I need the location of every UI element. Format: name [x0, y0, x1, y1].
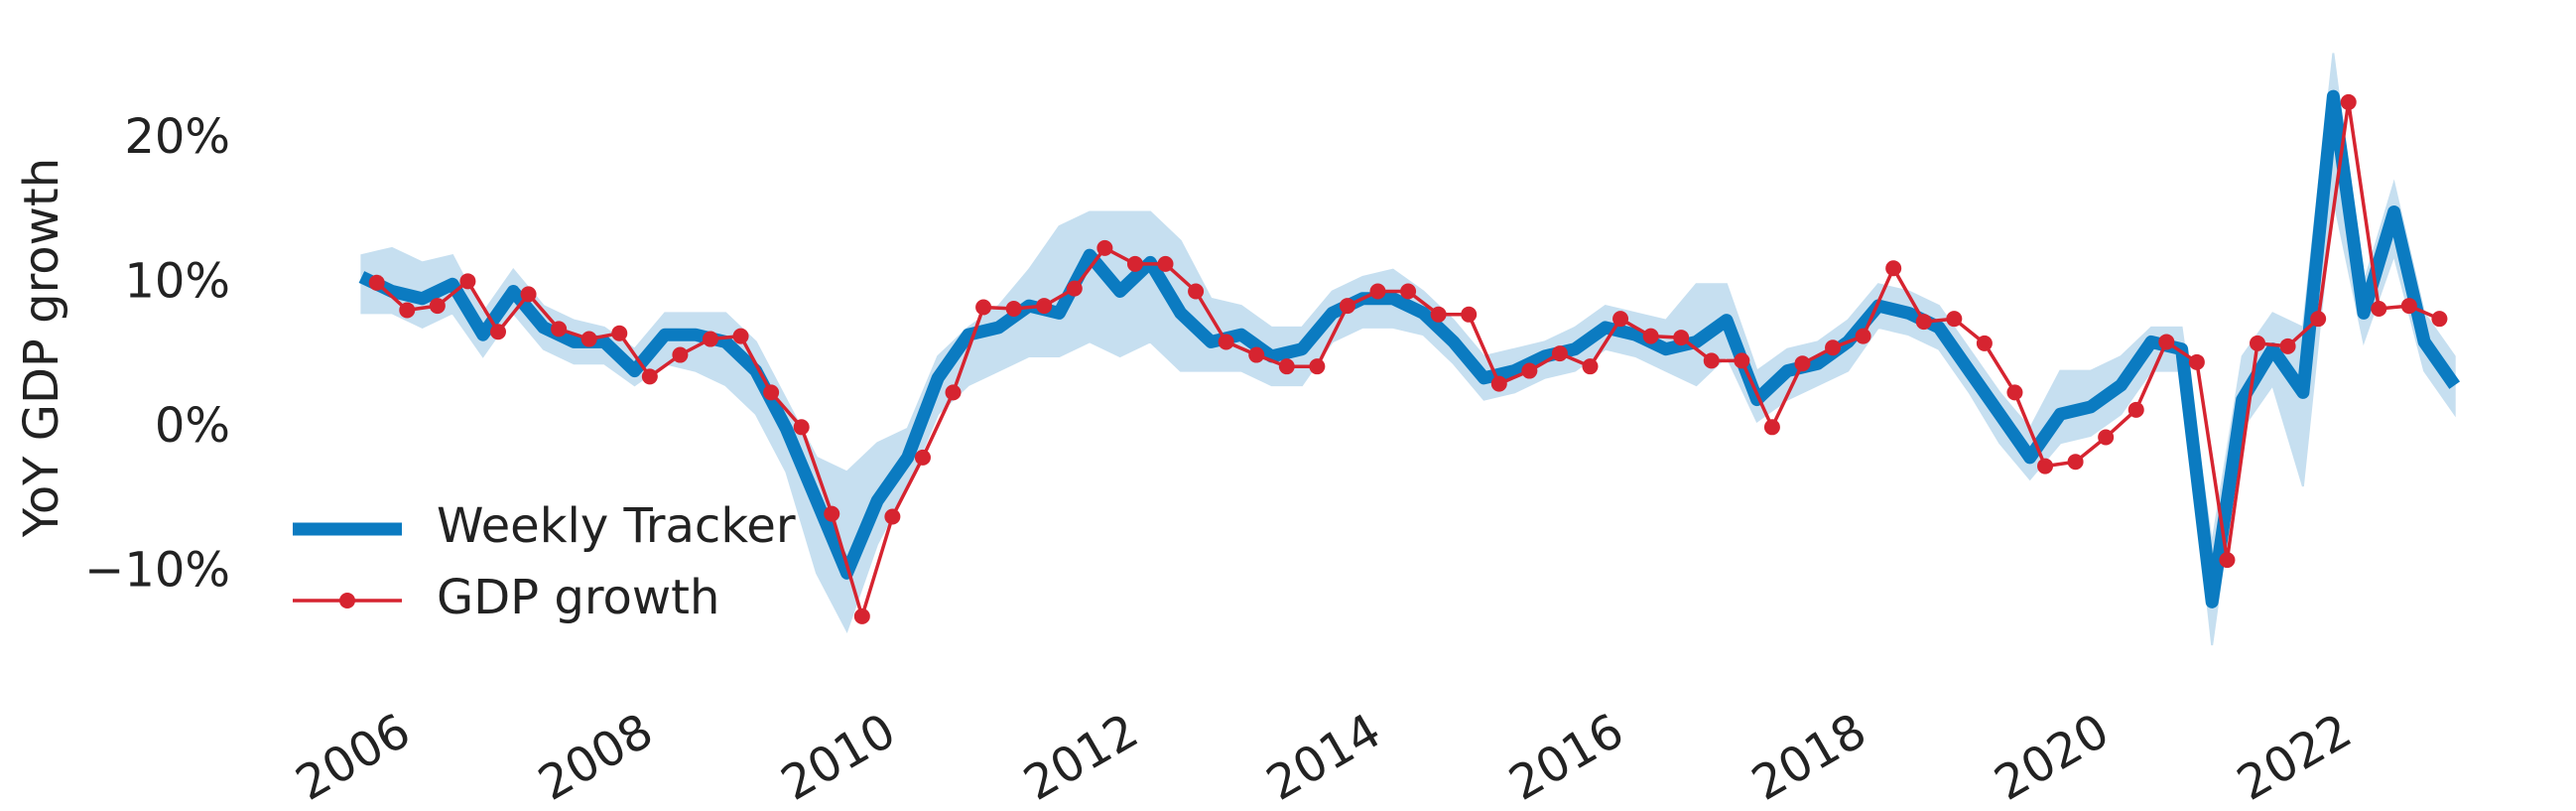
point — [1521, 362, 1538, 379]
point — [2400, 298, 2417, 315]
point — [1885, 260, 1902, 277]
point — [1096, 239, 1113, 256]
x-tick-label: 2016 — [1500, 703, 1633, 811]
point — [2250, 335, 2266, 351]
point — [1309, 358, 1326, 375]
point — [732, 328, 749, 344]
point — [2067, 454, 2084, 471]
point — [1400, 283, 1417, 300]
legend-label: GDP growth — [437, 570, 719, 625]
point — [368, 274, 385, 291]
point — [1551, 345, 1568, 362]
point — [702, 331, 718, 347]
point — [1461, 306, 1478, 323]
point — [2279, 338, 2296, 354]
point — [1582, 358, 1599, 375]
point — [2340, 93, 2357, 110]
point — [459, 273, 476, 290]
point — [2371, 300, 2387, 317]
point — [1703, 352, 1720, 369]
point — [2431, 311, 2448, 328]
point — [1188, 283, 1205, 300]
x-tick-label: 2012 — [1015, 703, 1148, 811]
legend-marker — [339, 593, 355, 608]
point — [1976, 335, 1993, 351]
y-tick-label: 10% — [124, 253, 230, 309]
y-tick-label: 0% — [155, 398, 230, 454]
x-tick-label: 2006 — [287, 703, 420, 811]
point — [945, 384, 962, 401]
point — [1855, 328, 1871, 344]
x-tick-label: 2014 — [1257, 703, 1390, 811]
point — [580, 331, 597, 347]
legend-label: Weekly Tracker — [437, 498, 796, 554]
point — [1490, 375, 1507, 392]
point — [611, 325, 628, 341]
point — [1825, 339, 1842, 356]
point — [2188, 353, 2205, 370]
x-tick-label: 2018 — [1742, 703, 1875, 811]
point — [1946, 311, 1963, 328]
point — [1157, 255, 1174, 272]
y-axis-label: YoY GDP growth — [14, 158, 69, 538]
point — [2098, 429, 2115, 446]
point — [1278, 358, 1295, 375]
point — [914, 449, 931, 466]
point — [2006, 384, 2023, 401]
x-tick-label: 2020 — [1986, 703, 2119, 811]
point — [1036, 298, 1053, 315]
point — [793, 419, 810, 436]
point — [2310, 311, 2327, 328]
point — [1794, 355, 1811, 372]
point — [641, 368, 658, 385]
point — [1339, 298, 1355, 315]
point — [1066, 280, 1083, 297]
point — [975, 299, 992, 316]
point — [1248, 346, 1265, 363]
point — [520, 286, 537, 303]
point — [884, 508, 901, 525]
point — [551, 321, 568, 338]
point — [1915, 314, 1932, 331]
point — [763, 384, 780, 401]
y-tick-label: −10% — [84, 542, 230, 598]
point — [1734, 352, 1750, 369]
point — [429, 298, 446, 315]
point — [824, 505, 840, 522]
y-tick-label: 20% — [124, 109, 230, 165]
point — [672, 346, 689, 363]
point — [1642, 328, 1659, 344]
point — [853, 608, 870, 624]
point — [1218, 334, 1234, 350]
point — [2037, 458, 2054, 474]
point — [489, 324, 506, 340]
point — [1612, 311, 1629, 328]
point — [2158, 334, 2175, 350]
point — [1369, 283, 1386, 300]
x-tick-label: 2010 — [772, 703, 905, 811]
point — [1005, 300, 1022, 317]
point — [1763, 419, 1780, 436]
point — [1126, 255, 1143, 272]
x-tick-label: 2022 — [2228, 703, 2361, 811]
point — [2127, 401, 2144, 418]
point — [2219, 552, 2236, 569]
x-tick-label: 2008 — [530, 703, 663, 811]
point — [1430, 306, 1447, 323]
point — [399, 302, 416, 319]
point — [1673, 330, 1690, 346]
